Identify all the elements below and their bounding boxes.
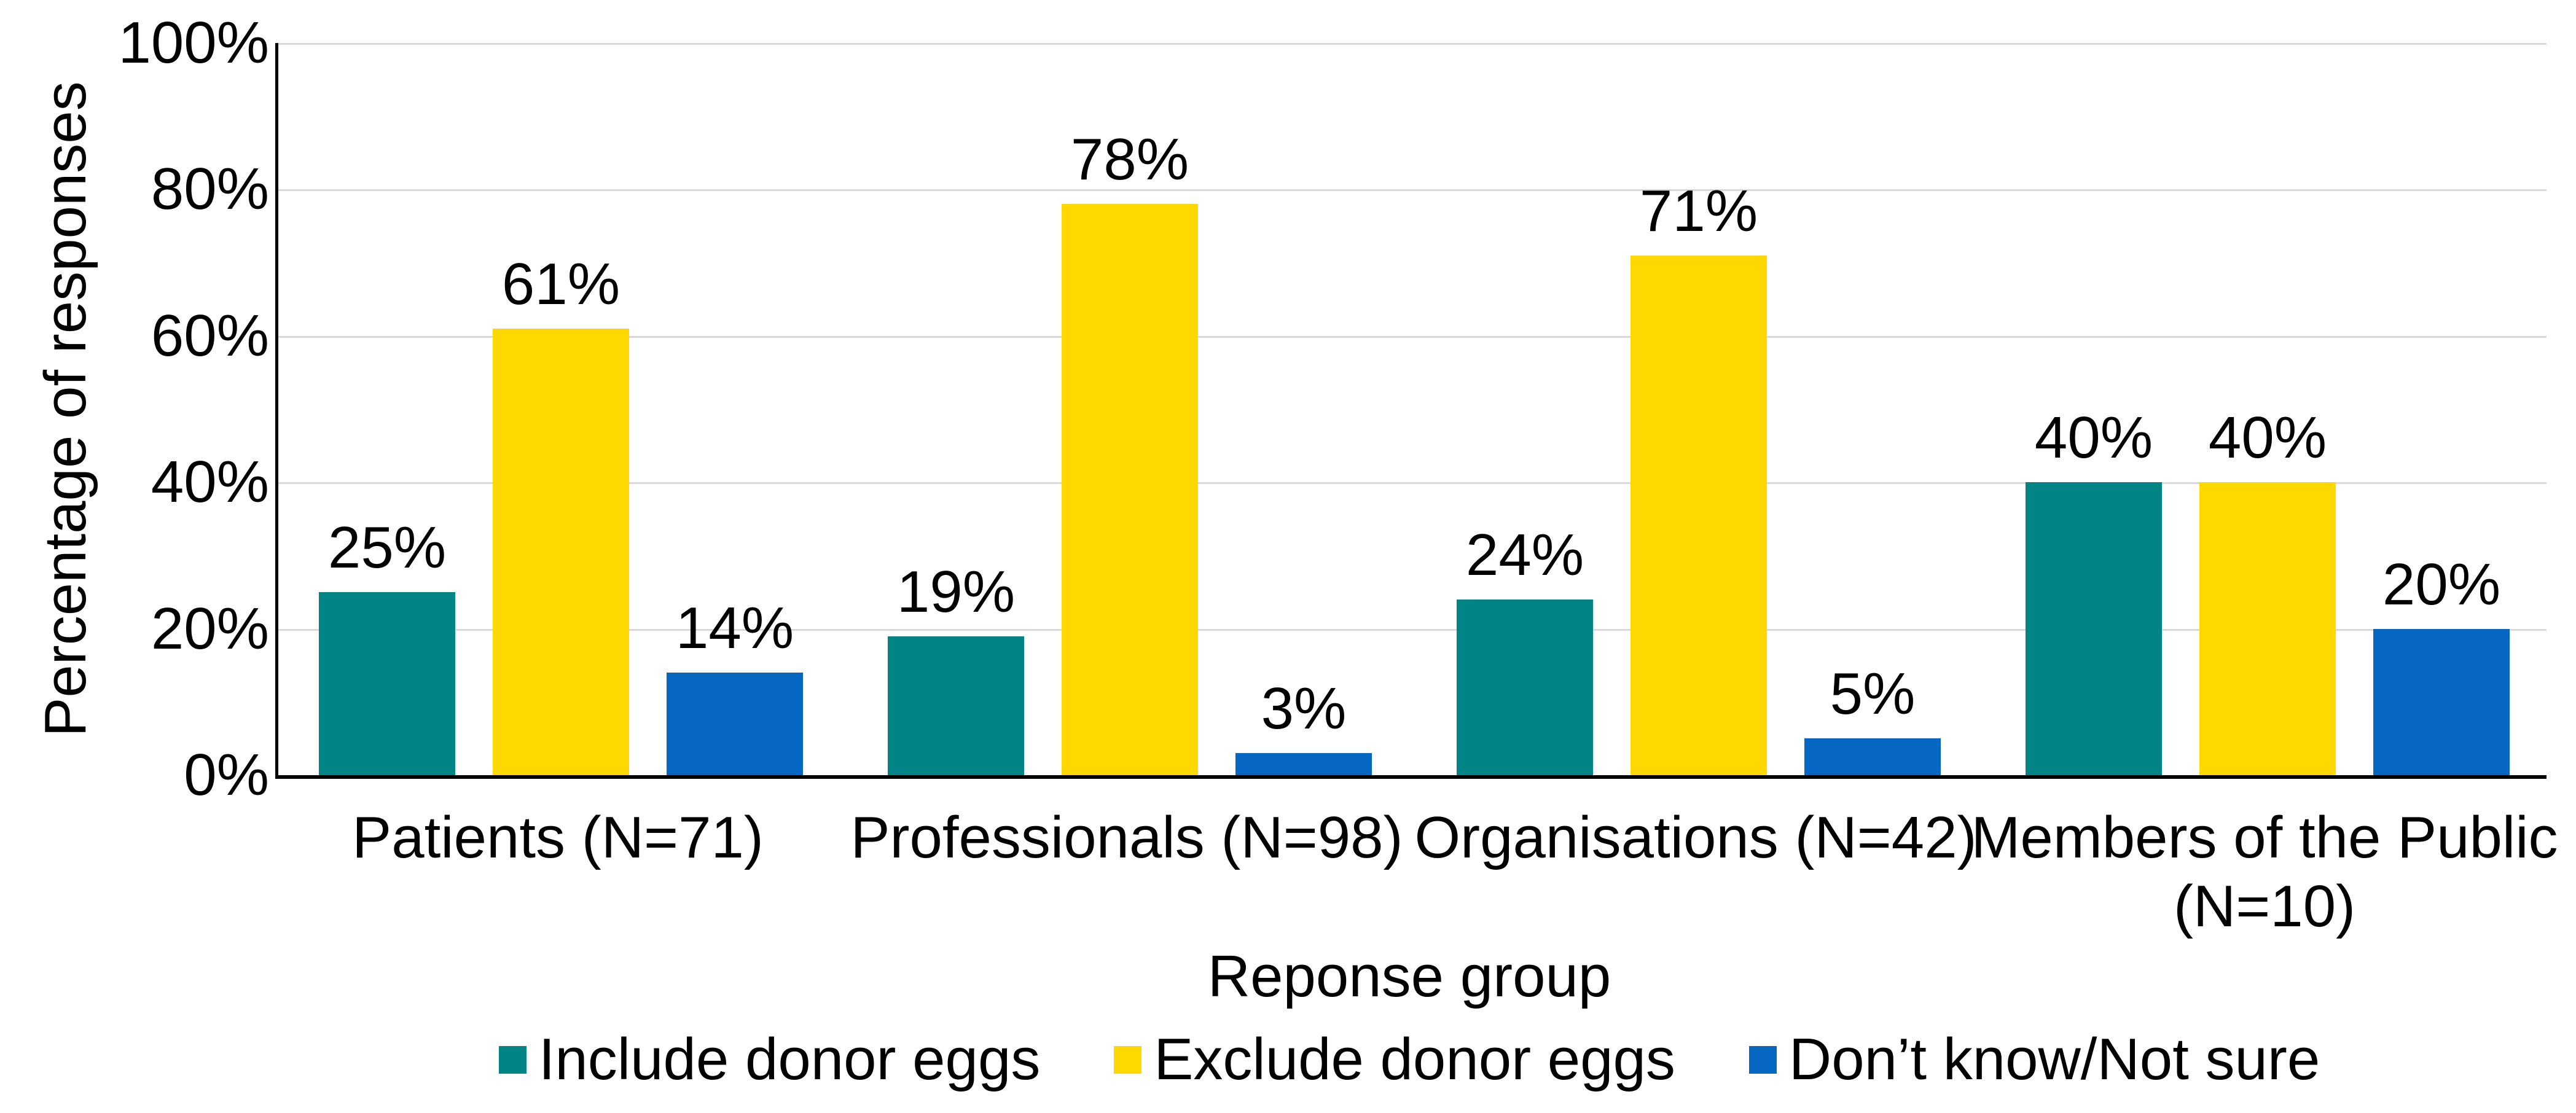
legend-item-3: Don’t know/Not sure: [1748, 1025, 2320, 1094]
x-category-label-4: Members of the Public (N=10): [1971, 805, 2558, 939]
legend-label: Exclude donor eggs: [1154, 1026, 1675, 1092]
bar-series2-group2: 78%: [1062, 130, 1198, 775]
x-category-label-2: Professionals (N=98): [850, 805, 1403, 870]
bar-series2-group3: 71%: [1631, 181, 1767, 775]
bar-value-label: 40%: [2034, 405, 2153, 471]
x-axis-title: Reponse group: [1207, 943, 1611, 1009]
y-tick-label-20: 20%: [151, 595, 269, 662]
gridline-80: [278, 189, 2547, 192]
bar-series3-group1: 14%: [667, 599, 803, 775]
bar-value-label: 25%: [327, 515, 447, 580]
x-category-label-1: Patients (N=71): [352, 805, 764, 870]
gridline-40: [278, 482, 2547, 485]
bar-value-label: 14%: [675, 595, 794, 662]
bar-value-label: 3%: [1261, 676, 1347, 742]
bar-value-label: 5%: [1830, 661, 1916, 727]
legend-label: Include donor eggs: [538, 1026, 1041, 1092]
bar-series3-group3: 5%: [1804, 665, 1941, 775]
bar-series1-group2: 19%: [888, 562, 1024, 775]
bar-value-label: 24%: [1465, 521, 1584, 588]
bar-series2-group1: 61%: [493, 254, 629, 775]
legend-item-2: Exclude donor eggs: [1114, 1025, 1675, 1094]
y-tick-label-0: 0%: [184, 742, 269, 808]
bar-value-label: 19%: [896, 558, 1016, 625]
gridline-20: [278, 628, 2547, 631]
y-tick-label-100: 100%: [118, 10, 269, 76]
bar-value-label: 40%: [2208, 405, 2327, 471]
gridline-60: [278, 335, 2547, 338]
legend-swatch: [1748, 1045, 1777, 1074]
y-axis-title: Percentage of responses: [33, 81, 98, 737]
plot-area: 25% 61% 14% 19% 78% 3% 24% 71% 5% 40% 40% 20%: [275, 43, 2547, 779]
legend: Include donor eggs Exclude donor eggs Don’…: [275, 1025, 2543, 1094]
bar-series1-group1: 25%: [319, 518, 455, 775]
bar-series3-group4: 20%: [2373, 555, 2510, 775]
x-category-label-3: Organisations (N=42): [1414, 805, 1977, 870]
legend-swatch: [498, 1045, 527, 1074]
y-tick-label-40: 40%: [151, 449, 269, 515]
bar-series3-group2: 3%: [1235, 679, 1372, 775]
gridline-100: [278, 43, 2547, 45]
legend-item-1: Include donor eggs: [498, 1025, 1041, 1094]
bar-value-label: 61%: [501, 251, 621, 317]
y-tick-label-80: 80%: [151, 156, 269, 222]
bar-value-label: 71%: [1639, 178, 1758, 244]
bar-series2-group4: 40%: [2199, 408, 2336, 775]
y-tick-label-60: 60%: [151, 302, 269, 369]
bar-series1-group4: 40%: [2026, 408, 2162, 775]
bar-value-label: 78%: [1070, 127, 1189, 193]
bar-value-label: 20%: [2382, 551, 2501, 617]
legend-label: Don’t know/Not sure: [1788, 1026, 2320, 1092]
legend-swatch: [1114, 1045, 1142, 1074]
bar-series1-group3: 24%: [1457, 525, 1593, 775]
